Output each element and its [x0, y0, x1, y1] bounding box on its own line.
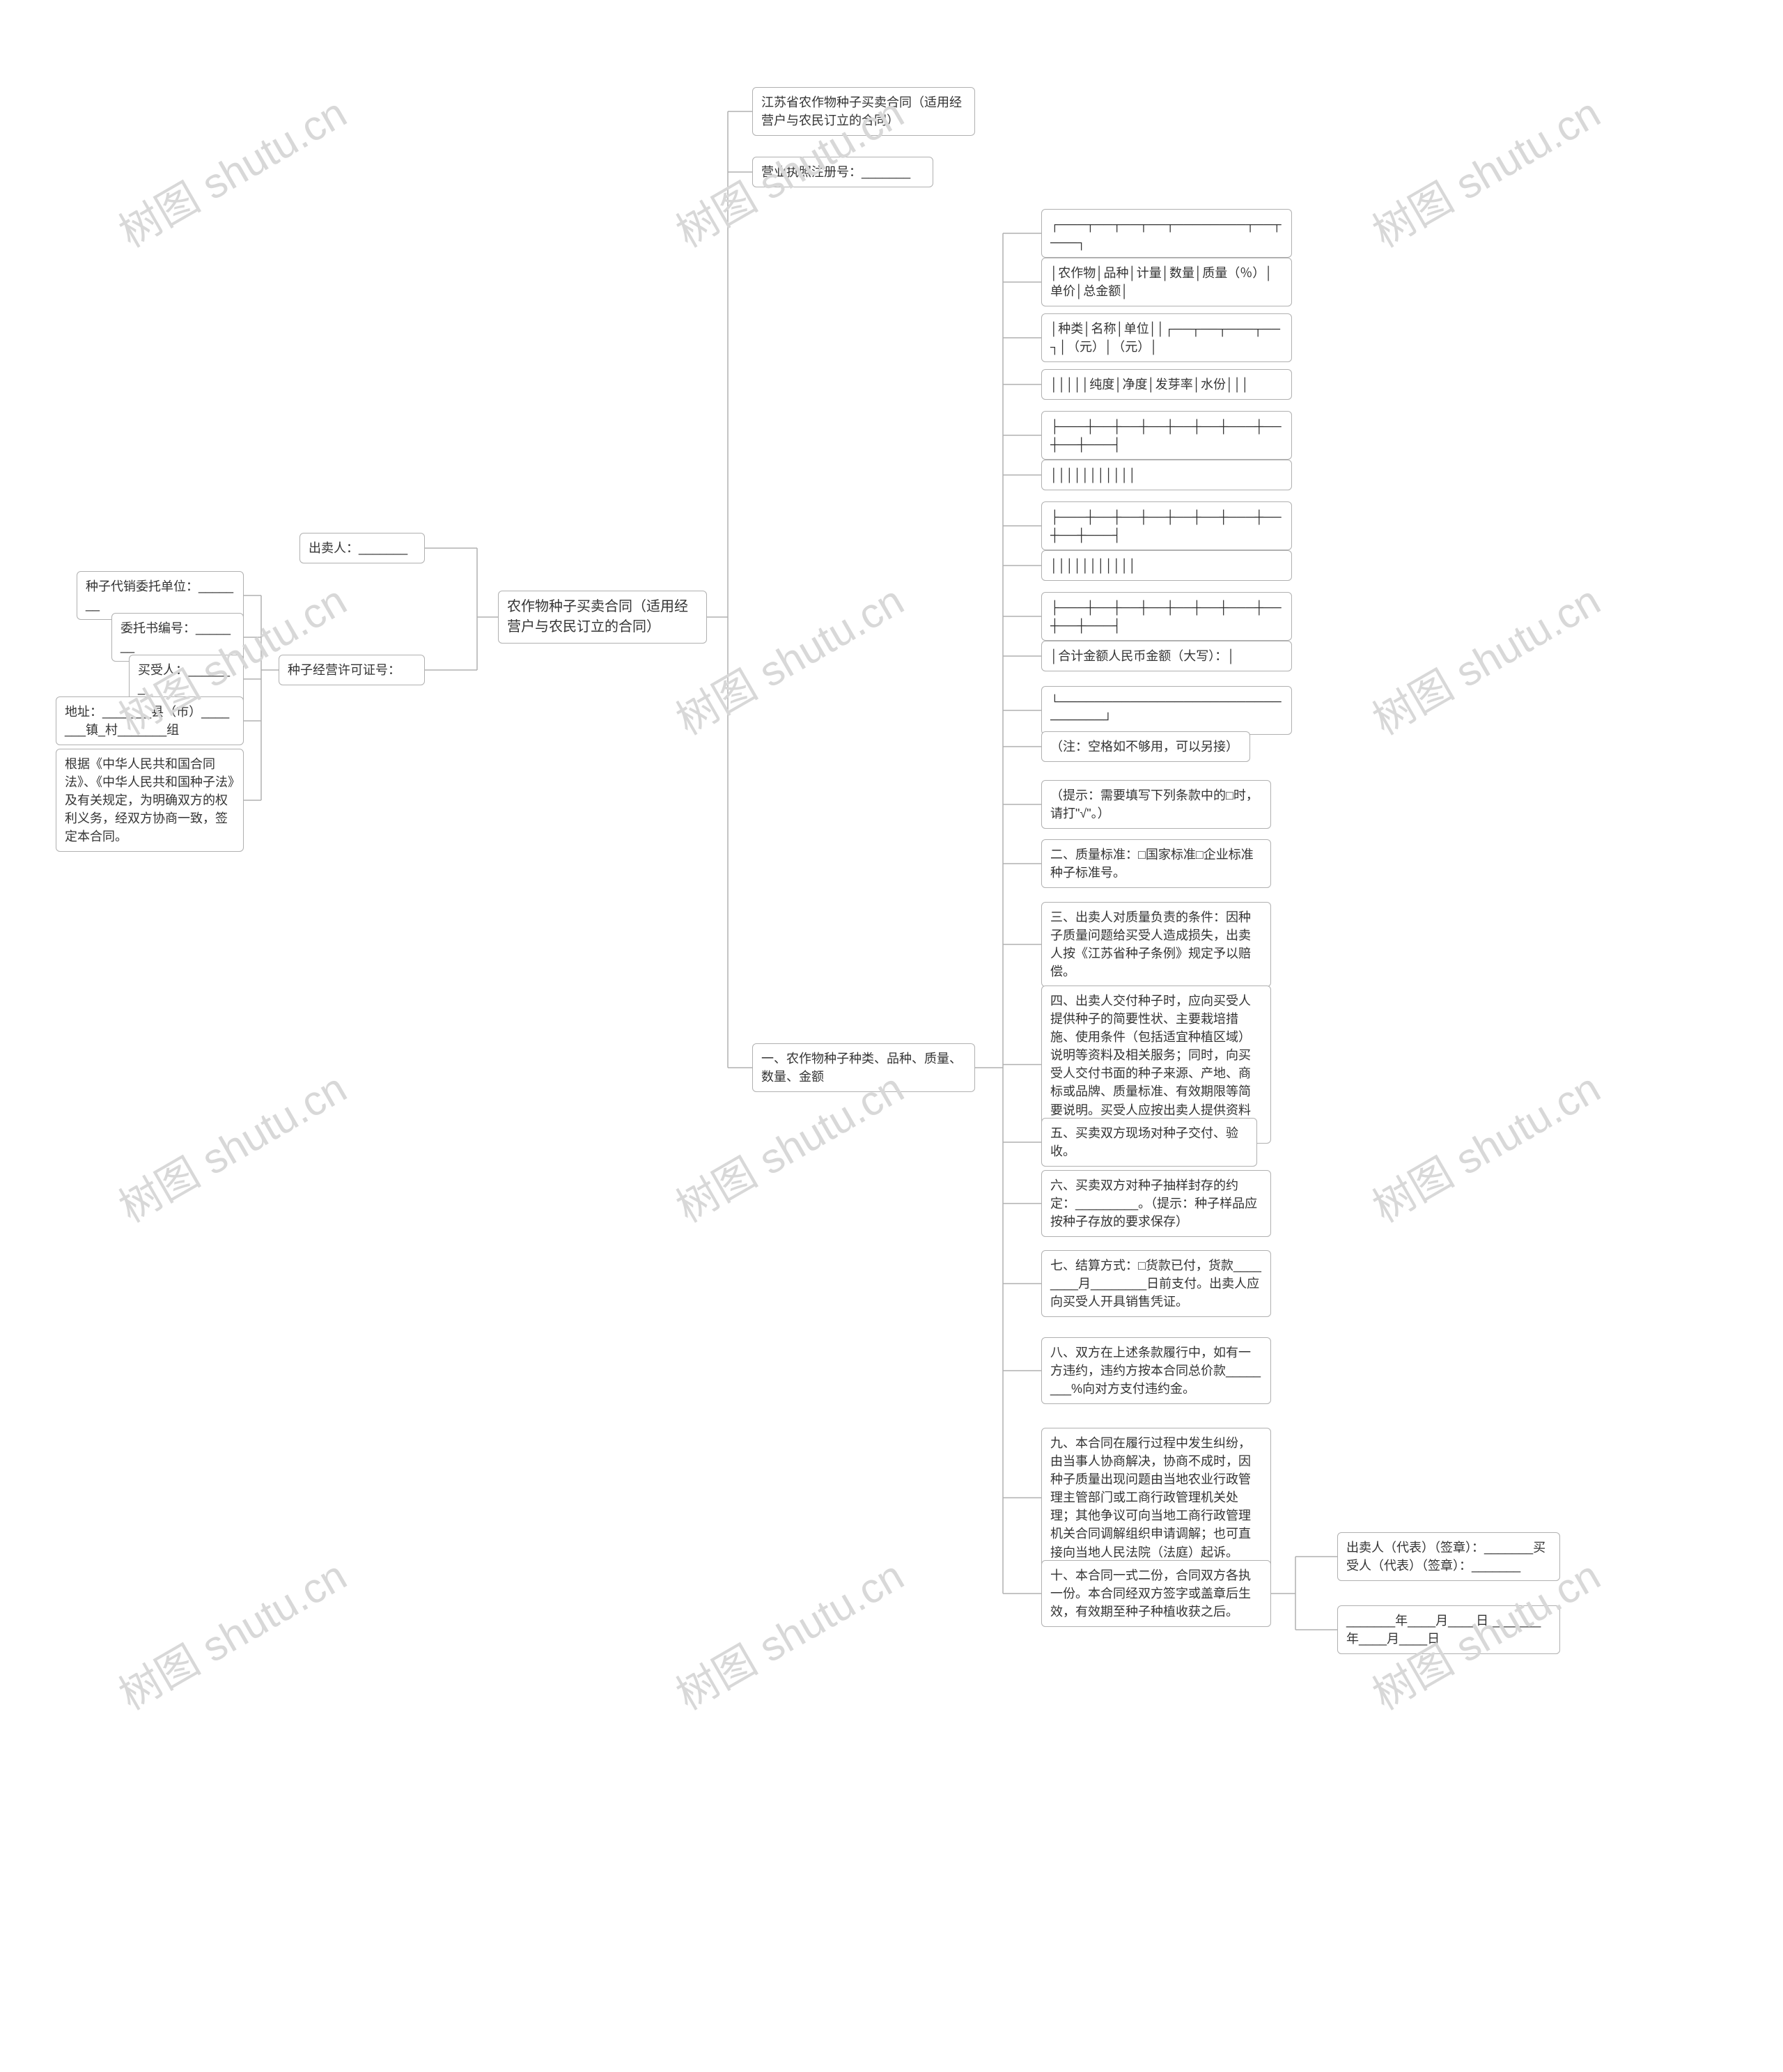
right-l2-c1: ┌───┬──┬──┬──┬────────┬──┬───┐	[1041, 209, 1292, 258]
right-l2-c22: 十、本合同一式二份，合同双方各执一份。本合同经双方签字或盖章后生效，有效期至种子…	[1041, 1560, 1271, 1627]
watermark: 树图 shutu.cn	[1360, 80, 1610, 259]
right-l2-c12: （注：空格如不够用，可以另接）	[1041, 731, 1250, 762]
watermark: 树图 shutu.cn	[107, 1055, 356, 1234]
watermark: 树图 shutu.cn	[107, 1543, 356, 1722]
root-node: 农作物种子买卖合同（适用经营户与农民订立的合同）	[498, 591, 707, 644]
right-l2-c5: ├───┼──┼──┼──┼──┼──┼───┼──┼──┼───┤	[1041, 411, 1292, 460]
right-l2-c7: ├───┼──┼──┼──┼──┼──┼───┼──┼──┼───┤	[1041, 501, 1292, 550]
right-l2-c10: │合计金额人民币金额（大写）：│	[1041, 641, 1292, 671]
left-l1-seller: 出卖人：_______	[299, 533, 425, 563]
right-l2-c18: 六、买卖双方对种子抽样封存的约定：_________。（提示：种子样品应按种子存…	[1041, 1170, 1271, 1237]
left-l2-basis: 根据《中华人民共和国合同法》、《中华人民共和国种子法》及有关规定，为明确双方的权…	[56, 749, 244, 852]
right-l2-c3: │种类│名称│单位││┌──┬──┬───┬──┐│（元）│（元）│	[1041, 313, 1292, 362]
watermark: 树图 shutu.cn	[1360, 1055, 1610, 1234]
watermark: 树图 shutu.cn	[664, 1543, 913, 1722]
right-l2-c9: ├───┼──┼──┼──┼──┼──┼───┼──┼──┼───┤	[1041, 592, 1292, 641]
right-l2-c8: │││││││││││	[1041, 550, 1292, 581]
right-l2-c13: （提示：需要填写下列条款中的□时，请打"√"。）	[1041, 780, 1271, 829]
right-l2-c2: │农作物│品种│计量│数量│质量（％）│单价│总金额│	[1041, 258, 1292, 306]
connector-layer	[0, 0, 1783, 2072]
right-l2-c4: │││││纯度│净度│发芽率│水份│││	[1041, 369, 1292, 400]
right-l2-c11: └───────────────────────────────┘	[1041, 686, 1292, 735]
watermark: 树图 shutu.cn	[1360, 568, 1610, 747]
right-l2-c21: 九、本合同在履行过程中发生纠纷，由当事人协商解决，协商不成时，因种子质量出现问题…	[1041, 1428, 1271, 1568]
right-l2-c6: │││││││││││	[1041, 460, 1292, 490]
watermark: 树图 shutu.cn	[107, 80, 356, 259]
right-l2-c19: 七、结算方式：□货款已付，货款________月________日前支付。出卖人…	[1041, 1250, 1271, 1317]
right-l2-c15: 三、出卖人对质量负责的条件：因种子质量问题给买受人造成损失，出卖人按《江苏省种子…	[1041, 902, 1271, 987]
right-l2-c20: 八、双方在上述条款履行中，如有一方违约，违约方按本合同总价款________%向…	[1041, 1337, 1271, 1404]
right-l2-c17: 五、买卖双方现场对种子交付、验收。	[1041, 1118, 1257, 1167]
left-l1-license: 种子经营许可证号：	[279, 655, 425, 685]
right-l2-c14: 二、质量标准：□国家标准□企业标准种子标准号。	[1041, 839, 1271, 888]
